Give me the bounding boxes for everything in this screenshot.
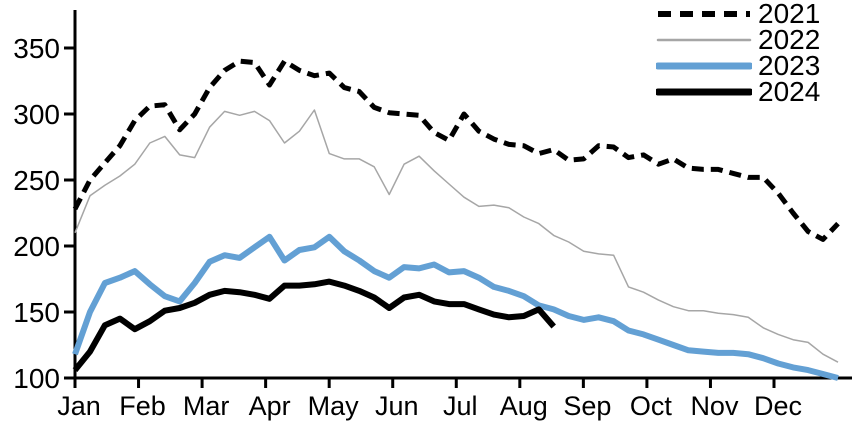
x-tick-label: Aug bbox=[500, 391, 548, 421]
x-tick-label: Sep bbox=[563, 391, 611, 421]
legend-item-2021: 2021 bbox=[656, 0, 821, 29]
y-tick-label: 250 bbox=[13, 165, 60, 196]
legend-item-2022: 2022 bbox=[656, 24, 821, 55]
y-tick-label: 150 bbox=[13, 297, 60, 328]
x-tick-label: Jul bbox=[443, 391, 478, 421]
legend-line-sample-blue-icon bbox=[656, 62, 752, 70]
legend-item-2024: 2024 bbox=[656, 76, 821, 107]
x-tick-label: Jan bbox=[57, 391, 101, 421]
x-tick-label: Mar bbox=[183, 391, 230, 421]
x-tick-label: Nov bbox=[690, 391, 739, 421]
x-tick-label: Feb bbox=[119, 391, 166, 421]
y-tick-label: 200 bbox=[13, 231, 60, 262]
y-tick-label: 300 bbox=[13, 99, 60, 130]
legend-label-2022: 2022 bbox=[758, 24, 821, 55]
legend: 2021 2022 2023 2024 bbox=[656, 0, 821, 107]
legend-label-2021: 2021 bbox=[758, 0, 821, 29]
legend-label-2024: 2024 bbox=[758, 76, 821, 107]
x-tick-label: May bbox=[308, 391, 360, 421]
legend-line-sample-black-icon bbox=[656, 88, 752, 96]
series-line-2022 bbox=[74, 109, 839, 363]
legend-line-sample-dashed-icon bbox=[658, 11, 750, 17]
legend-line-sample-thin-icon bbox=[656, 38, 752, 42]
x-tick-label: Jun bbox=[375, 391, 419, 421]
x-tick-label: Oct bbox=[630, 391, 673, 421]
y-tick-label: 100 bbox=[13, 363, 60, 394]
legend-label-2023: 2023 bbox=[758, 50, 821, 81]
x-tick-label: Apr bbox=[249, 391, 291, 421]
series-line-2023 bbox=[72, 233, 839, 381]
series-line-2024 bbox=[72, 278, 556, 372]
x-tick-label: Dec bbox=[754, 391, 802, 421]
y-tick-label: 350 bbox=[13, 33, 60, 64]
legend-item-2023: 2023 bbox=[656, 50, 821, 81]
series-line-2021 bbox=[72, 58, 840, 242]
